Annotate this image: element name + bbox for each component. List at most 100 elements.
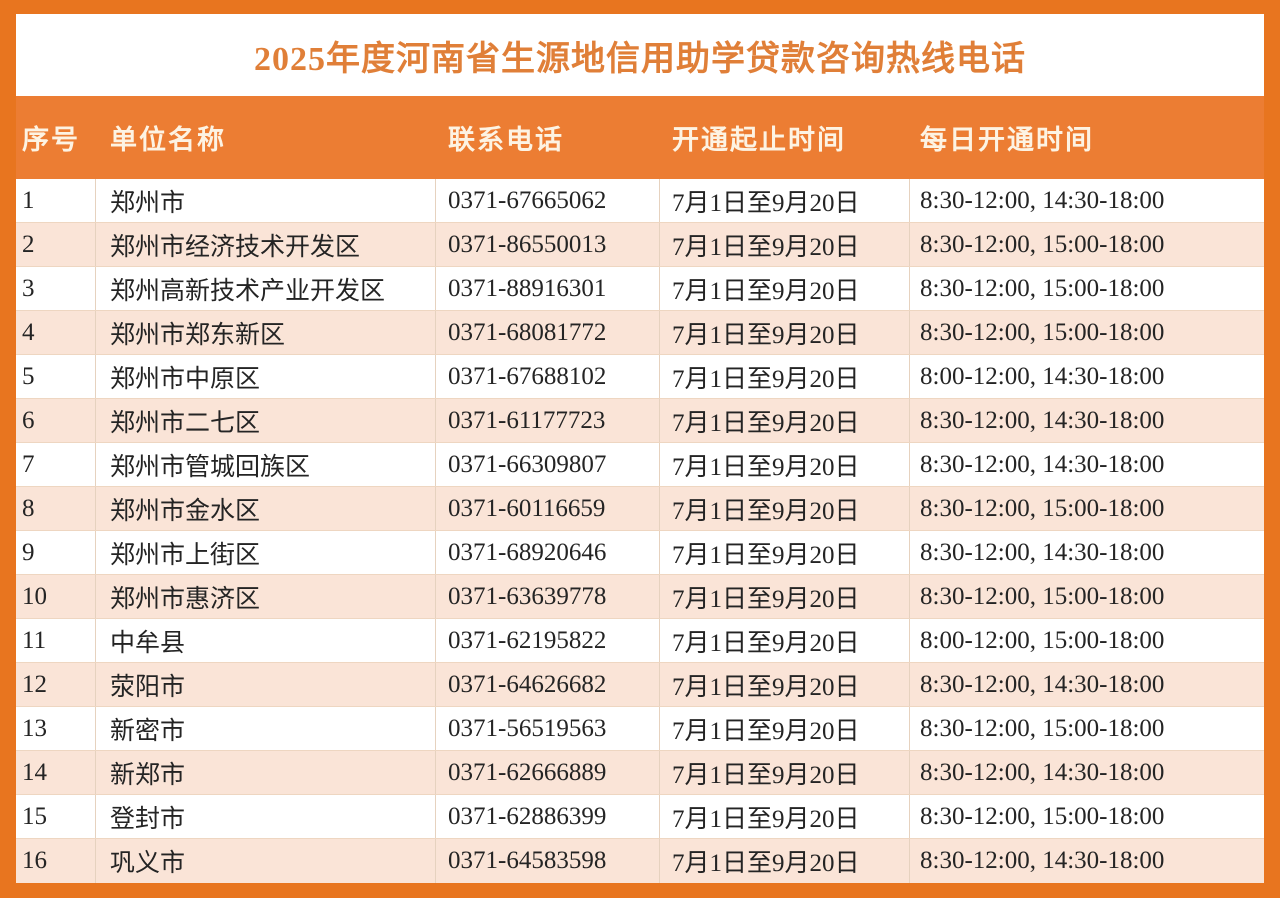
header-cell-name: 单位名称: [110, 125, 226, 155]
cell-phone: 0371-66309807: [436, 443, 660, 486]
cell-open-period: 7月1日至9月20日: [660, 399, 910, 442]
header-cell-no: 序号: [22, 125, 80, 155]
cell-phone: 0371-67688102: [436, 355, 660, 398]
cell-phone: 0371-62666889: [436, 751, 660, 794]
table-row: 14 新郑市 0371-62666889 7月1日至9月20日 8:30-12:00, …: [16, 751, 1264, 795]
table-body: 1 郑州市 0371-67665062 7月1日至9月20日 8:30-12:00, 1…: [16, 179, 1264, 883]
title-bar: 2025年度河南省生源地信用助学贷款咨询热线电话: [16, 14, 1264, 96]
table-row: 12 荥阳市 0371-64626682 7月1日至9月20日 8:30-12:00, …: [16, 663, 1264, 707]
cell-no: 3: [16, 267, 96, 310]
cell-daily-hours: 8:30-12:00, 14:30-18:00: [920, 538, 1165, 566]
cell-phone: 0371-68081772: [436, 311, 660, 354]
cell-no: 10: [16, 575, 96, 618]
cell-no: 7: [16, 443, 96, 486]
cell-daily-hours: 8:00-12:00, 14:30-18:00: [920, 362, 1165, 390]
cell-no: 13: [16, 707, 96, 750]
cell-daily-hours: 8:30-12:00, 14:30-18:00: [920, 670, 1165, 698]
cell-open-period: 7月1日至9月20日: [660, 223, 910, 266]
table-row: 2 郑州市经济技术开发区 0371-86550013 7月1日至9月20日 8:30-1…: [16, 223, 1264, 267]
cell-phone: 0371-60116659: [436, 487, 660, 530]
cell-phone: 0371-68920646: [436, 531, 660, 574]
cell-daily-hours: 8:30-12:00, 15:00-18:00: [920, 494, 1165, 522]
cell-unit-name: 郑州市经济技术开发区: [96, 223, 436, 266]
cell-open-period: 7月1日至9月20日: [660, 267, 910, 310]
cell-unit-name: 郑州高新技术产业开发区: [96, 267, 436, 310]
cell-phone: 0371-62195822: [436, 619, 660, 662]
cell-unit-name: 郑州市金水区: [96, 487, 436, 530]
cell-daily-hours: 8:00-12:00, 15:00-18:00: [920, 626, 1165, 654]
cell-open-period: 7月1日至9月20日: [660, 839, 910, 883]
table-header-row: 序号 单位名称 联系电话 开通起止时间 每日开通时间: [16, 96, 1264, 179]
cell-open-period: 7月1日至9月20日: [660, 795, 910, 838]
cell-phone: 0371-88916301: [436, 267, 660, 310]
cell-no: 14: [16, 751, 96, 794]
cell-daily-hours: 8:30-12:00, 15:00-18:00: [920, 318, 1165, 346]
cell-unit-name: 郑州市管城回族区: [96, 443, 436, 486]
table-row: 1 郑州市 0371-67665062 7月1日至9月20日 8:30-12:00, 1…: [16, 179, 1264, 223]
cell-unit-name: 郑州市: [96, 179, 436, 222]
cell-unit-name: 新密市: [96, 707, 436, 750]
cell-daily-hours: 8:30-12:00, 15:00-18:00: [920, 582, 1165, 610]
cell-unit-name: 郑州市惠济区: [96, 575, 436, 618]
cell-no: 16: [16, 839, 96, 883]
cell-phone: 0371-63639778: [436, 575, 660, 618]
cell-open-period: 7月1日至9月20日: [660, 707, 910, 750]
cell-daily-hours: 8:30-12:00, 14:30-18:00: [920, 758, 1165, 786]
cell-daily-hours: 8:30-12:00, 14:30-18:00: [920, 186, 1165, 214]
cell-daily-hours: 8:30-12:00, 15:00-18:00: [920, 274, 1165, 302]
header-cell-hours: 每日开通时间: [920, 125, 1094, 155]
table-row: 4 郑州市郑东新区 0371-68081772 7月1日至9月20日 8:30-12:0…: [16, 311, 1264, 355]
cell-unit-name: 登封市: [96, 795, 436, 838]
cell-daily-hours: 8:30-12:00, 15:00-18:00: [920, 714, 1165, 742]
cell-unit-name: 郑州市郑东新区: [96, 311, 436, 354]
table-row: 13 新密市 0371-56519563 7月1日至9月20日 8:30-12:00, …: [16, 707, 1264, 751]
cell-no: 12: [16, 663, 96, 706]
cell-unit-name: 新郑市: [96, 751, 436, 794]
content-panel: 2025年度河南省生源地信用助学贷款咨询热线电话 序号 单位名称 联系电话 开通…: [16, 14, 1264, 883]
cell-open-period: 7月1日至9月20日: [660, 355, 910, 398]
cell-no: 1: [16, 179, 96, 222]
cell-no: 6: [16, 399, 96, 442]
cell-daily-hours: 8:30-12:00, 15:00-18:00: [920, 802, 1165, 830]
cell-unit-name: 中牟县: [96, 619, 436, 662]
table-row: 15 登封市 0371-62886399 7月1日至9月20日 8:30-12:00, …: [16, 795, 1264, 839]
cell-phone: 0371-64626682: [436, 663, 660, 706]
cell-unit-name: 巩义市: [96, 839, 436, 883]
cell-daily-hours: 8:30-12:00, 15:00-18:00: [920, 230, 1165, 258]
table-row: 10 郑州市惠济区 0371-63639778 7月1日至9月20日 8:30-12:0…: [16, 575, 1264, 619]
cell-unit-name: 郑州市中原区: [96, 355, 436, 398]
cell-open-period: 7月1日至9月20日: [660, 179, 910, 222]
table-row: 3 郑州高新技术产业开发区 0371-88916301 7月1日至9月20日 8:30-…: [16, 267, 1264, 311]
cell-phone: 0371-61177723: [436, 399, 660, 442]
cell-no: 2: [16, 223, 96, 266]
cell-daily-hours: 8:30-12:00, 14:30-18:00: [920, 847, 1165, 874]
cell-open-period: 7月1日至9月20日: [660, 663, 910, 706]
cell-open-period: 7月1日至9月20日: [660, 575, 910, 618]
table-row: 9 郑州市上街区 0371-68920646 7月1日至9月20日 8:30-12:00…: [16, 531, 1264, 575]
cell-open-period: 7月1日至9月20日: [660, 443, 910, 486]
cell-phone: 0371-62886399: [436, 795, 660, 838]
cell-phone: 0371-86550013: [436, 223, 660, 266]
cell-daily-hours: 8:30-12:00, 14:30-18:00: [920, 450, 1165, 478]
cell-open-period: 7月1日至9月20日: [660, 531, 910, 574]
page-title: 2025年度河南省生源地信用助学贷款咨询热线电话: [254, 40, 1026, 78]
table-row: 11 中牟县 0371-62195822 7月1日至9月20日 8:00-12:00, …: [16, 619, 1264, 663]
cell-phone: 0371-56519563: [436, 707, 660, 750]
table-row: 8 郑州市金水区 0371-60116659 7月1日至9月20日 8:30-12:00…: [16, 487, 1264, 531]
cell-unit-name: 郑州市上街区: [96, 531, 436, 574]
cell-no: 5: [16, 355, 96, 398]
cell-no: 15: [16, 795, 96, 838]
table-row: 5 郑州市中原区 0371-67688102 7月1日至9月20日 8:00-12:00…: [16, 355, 1264, 399]
header-cell-dates: 开通起止时间: [672, 125, 846, 155]
table-row: 7 郑州市管城回族区 0371-66309807 7月1日至9月20日 8:30-12:…: [16, 443, 1264, 487]
cell-open-period: 7月1日至9月20日: [660, 751, 910, 794]
cell-open-period: 7月1日至9月20日: [660, 487, 910, 530]
cell-no: 11: [16, 619, 96, 662]
cell-phone: 0371-64583598: [436, 839, 660, 883]
cell-no: 8: [16, 487, 96, 530]
cell-open-period: 7月1日至9月20日: [660, 311, 910, 354]
cell-unit-name: 郑州市二七区: [96, 399, 436, 442]
cell-no: 9: [16, 531, 96, 574]
cell-unit-name: 荥阳市: [96, 663, 436, 706]
